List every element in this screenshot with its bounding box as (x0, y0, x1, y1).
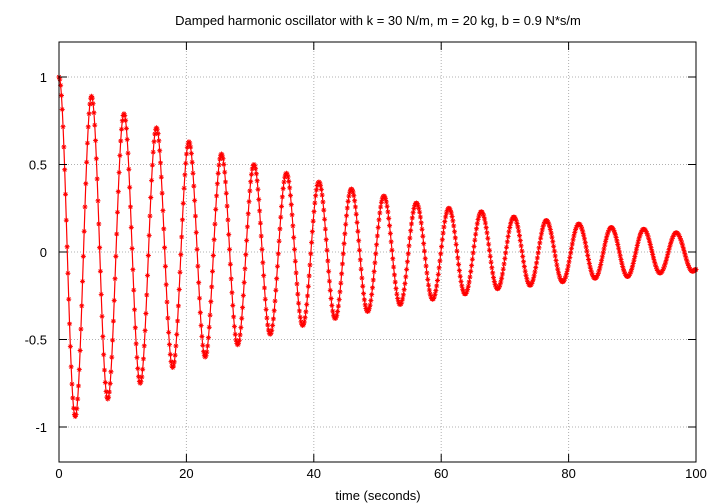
y-tick-label: 0 (40, 245, 47, 260)
x-axis-ticks: 0 20 40 60 80 100 (55, 42, 707, 481)
x-tick-label: 0 (55, 466, 62, 481)
series-point-markers (56, 74, 699, 419)
x-axis-label: time (seconds) (335, 488, 420, 503)
chart-title: Damped harmonic oscillator with k = 30 N… (175, 13, 581, 28)
x-tick-label: 100 (685, 466, 707, 481)
y-tick-label: 1 (40, 70, 47, 85)
y-axis-ticks: 1 0.5 0 -0.5 -1 (25, 70, 696, 435)
series-markers (56, 74, 699, 419)
y-tick-label: -1 (35, 420, 47, 435)
x-tick-label: 80 (561, 466, 575, 481)
x-tick-label: 20 (179, 466, 193, 481)
x-tick-label: 40 (307, 466, 321, 481)
y-tick-label: 0.5 (29, 158, 47, 173)
x-tick-label: 60 (434, 466, 448, 481)
y-tick-label: -0.5 (25, 333, 47, 348)
